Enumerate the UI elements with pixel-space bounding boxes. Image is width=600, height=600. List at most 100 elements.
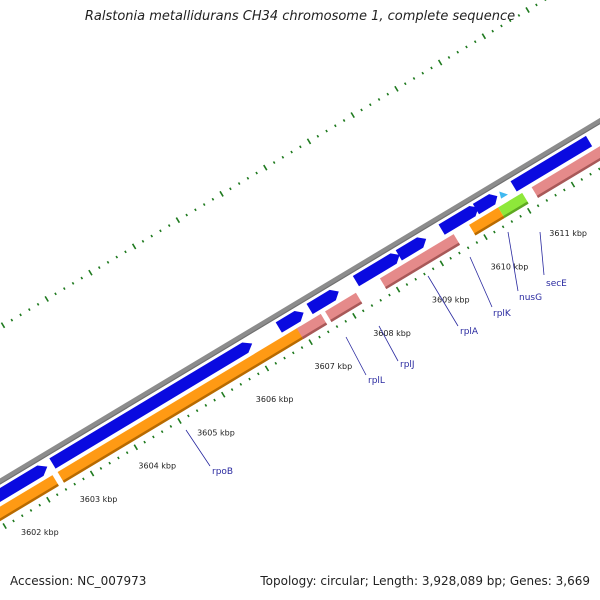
outer-tick — [543, 0, 547, 2]
inner-tick — [274, 361, 278, 365]
orf-segment[interactable] — [531, 146, 600, 198]
inner-tick — [405, 283, 409, 286]
inner-tick — [335, 325, 339, 329]
inner-tick — [510, 220, 514, 223]
outer-tick — [508, 19, 512, 23]
inner-tick — [29, 509, 33, 512]
inner-tick — [545, 199, 549, 202]
scale-label: 3606 kbp — [256, 395, 294, 404]
scale-label: 3609 kbp — [432, 296, 470, 305]
outer-tick — [28, 308, 31, 312]
outer-tick — [421, 71, 425, 75]
outer-tick — [394, 85, 399, 92]
gene-label-rplL[interactable]: rplL — [345, 336, 385, 386]
trna-marker[interactable] — [498, 188, 508, 199]
outer-tick — [456, 50, 460, 54]
scale-label: 3604 kbp — [138, 462, 176, 471]
orf-segment[interactable] — [0, 475, 59, 531]
scale-label: 3611 kbp — [549, 229, 587, 238]
gene-name: rplA — [460, 327, 479, 337]
gene-label-rplA[interactable]: rplA — [427, 275, 479, 337]
inner-tick — [248, 377, 251, 381]
inner-tick — [160, 430, 164, 434]
inner-tick — [308, 339, 313, 346]
gene-label-rplJ[interactable]: rplJ — [378, 325, 415, 370]
gene-label-rplK[interactable]: rplK — [469, 256, 512, 319]
orf-segment[interactable] — [469, 207, 505, 236]
orf-segment[interactable] — [498, 192, 529, 218]
inner-tick — [475, 241, 479, 244]
outer-tick — [306, 138, 312, 145]
inner-tick — [527, 207, 532, 214]
inner-tick — [38, 503, 42, 507]
outer-tick — [88, 269, 93, 276]
orf-segment[interactable] — [57, 326, 307, 483]
cds-arrow[interactable] — [0, 461, 50, 518]
outer-tick — [281, 155, 285, 159]
inner-tick — [230, 388, 234, 392]
inner-tick — [458, 251, 461, 255]
cds-arrow[interactable] — [395, 234, 430, 261]
orf-segment[interactable] — [325, 292, 363, 322]
cds-arrow[interactable] — [472, 191, 501, 215]
cds-arrow[interactable] — [510, 135, 593, 192]
map-title: Ralstonia metallidurans CH34 chromosome … — [84, 9, 516, 24]
outer-tick — [36, 302, 40, 306]
inner-tick — [483, 234, 488, 241]
inner-tick — [89, 470, 95, 477]
inner-tick — [213, 398, 216, 402]
inner-tick — [449, 256, 452, 260]
cds-arrow[interactable] — [438, 202, 482, 235]
inner-tick — [570, 181, 576, 188]
outer-tick — [115, 255, 119, 259]
accession-text: Accession: NC_007973 — [10, 574, 147, 588]
outer-tick-ring — [0, 0, 547, 329]
cds-arrow[interactable] — [306, 286, 342, 315]
inner-tick — [195, 409, 199, 413]
orf-segment[interactable] — [296, 313, 327, 339]
inner-tick — [108, 461, 111, 465]
inner-tick — [264, 365, 270, 372]
orf-segment[interactable] — [379, 234, 460, 289]
outer-tick — [272, 161, 276, 164]
inner-tick — [344, 319, 348, 323]
gene-label-rpoB[interactable]: rpoB — [185, 429, 233, 477]
outer-tick — [517, 13, 521, 17]
outer-tick — [194, 208, 197, 212]
inner-tick — [257, 372, 260, 376]
sequence-track — [0, 0, 600, 532]
gene-name: rplJ — [400, 360, 415, 370]
inner-tick — [379, 298, 383, 302]
outer-tick — [202, 203, 206, 206]
scale-label: 3608 kbp — [373, 329, 411, 338]
inner-tick — [589, 172, 592, 176]
outer-tick — [19, 313, 22, 317]
outer-tick — [159, 229, 162, 233]
cds-arrow[interactable] — [275, 307, 307, 333]
inner-tick — [466, 246, 470, 250]
outer-tick — [465, 45, 468, 49]
orf-shadow — [62, 334, 307, 483]
outer-tick — [491, 29, 495, 33]
outer-tick — [54, 292, 57, 296]
inner-tick — [20, 514, 24, 518]
orf-shadow — [385, 242, 461, 290]
gene-label-nusG[interactable]: nusG — [507, 231, 542, 303]
inner-tick — [187, 414, 190, 418]
outer-tick — [71, 281, 75, 285]
outer-tick — [437, 59, 443, 66]
outer-tick — [481, 33, 487, 40]
outer-tick — [368, 103, 372, 107]
cds-forward-track — [0, 135, 593, 518]
outer-tick — [167, 224, 171, 228]
inner-tick — [439, 260, 445, 267]
orf-shadow — [330, 301, 363, 323]
outer-tick — [525, 7, 530, 13]
inner-tick — [169, 424, 173, 428]
cds-arrow[interactable] — [352, 250, 403, 287]
inner-tick — [46, 496, 51, 503]
cds-arrow[interactable] — [49, 338, 255, 469]
gene-label-secE[interactable]: secE — [539, 231, 567, 289]
orf-shadow — [0, 483, 59, 532]
